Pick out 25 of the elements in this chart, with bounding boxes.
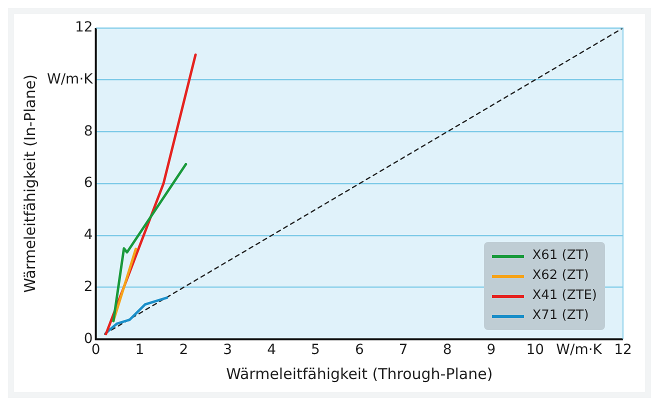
x-tick-label: 3 bbox=[223, 342, 232, 358]
x-tick-label: 6 bbox=[354, 342, 364, 358]
y-tick-label: 8 bbox=[84, 123, 93, 140]
legend-label: X71 (ZT) bbox=[532, 307, 589, 325]
x-axis-title: Wärmeleitfähigkeit (Through-Plane) bbox=[226, 364, 493, 383]
legend-label: X61 (ZT) bbox=[532, 247, 589, 265]
y-tick-label: 6 bbox=[84, 175, 93, 192]
x-tick-label: 10 bbox=[526, 342, 544, 358]
y-tick-label: 2 bbox=[84, 278, 93, 295]
legend-label: X41 (ZTE) bbox=[532, 287, 597, 305]
x-tick-label: 8 bbox=[442, 342, 452, 358]
x-tick-label: W/m·K bbox=[556, 342, 603, 358]
x-tick-label: 7 bbox=[398, 342, 408, 358]
x-tick-label: 12 bbox=[614, 342, 632, 358]
y-tick-label: W/m·K bbox=[47, 72, 94, 88]
x-tick-label: 1 bbox=[135, 342, 144, 358]
y-tick-label: 4 bbox=[84, 227, 93, 244]
y-axis-title: Wärmeleitfähigkeit (In-Plane) bbox=[20, 74, 39, 293]
x-tick-label: 9 bbox=[486, 342, 496, 358]
y-tick-label: 12 bbox=[75, 20, 93, 36]
x-tick-label: 5 bbox=[311, 342, 320, 358]
y-tick-label: 0 bbox=[84, 330, 93, 347]
x-tick-label: 2 bbox=[179, 342, 188, 358]
legend-label: X62 (ZT) bbox=[532, 267, 589, 285]
x-tick-label: 4 bbox=[267, 342, 276, 358]
